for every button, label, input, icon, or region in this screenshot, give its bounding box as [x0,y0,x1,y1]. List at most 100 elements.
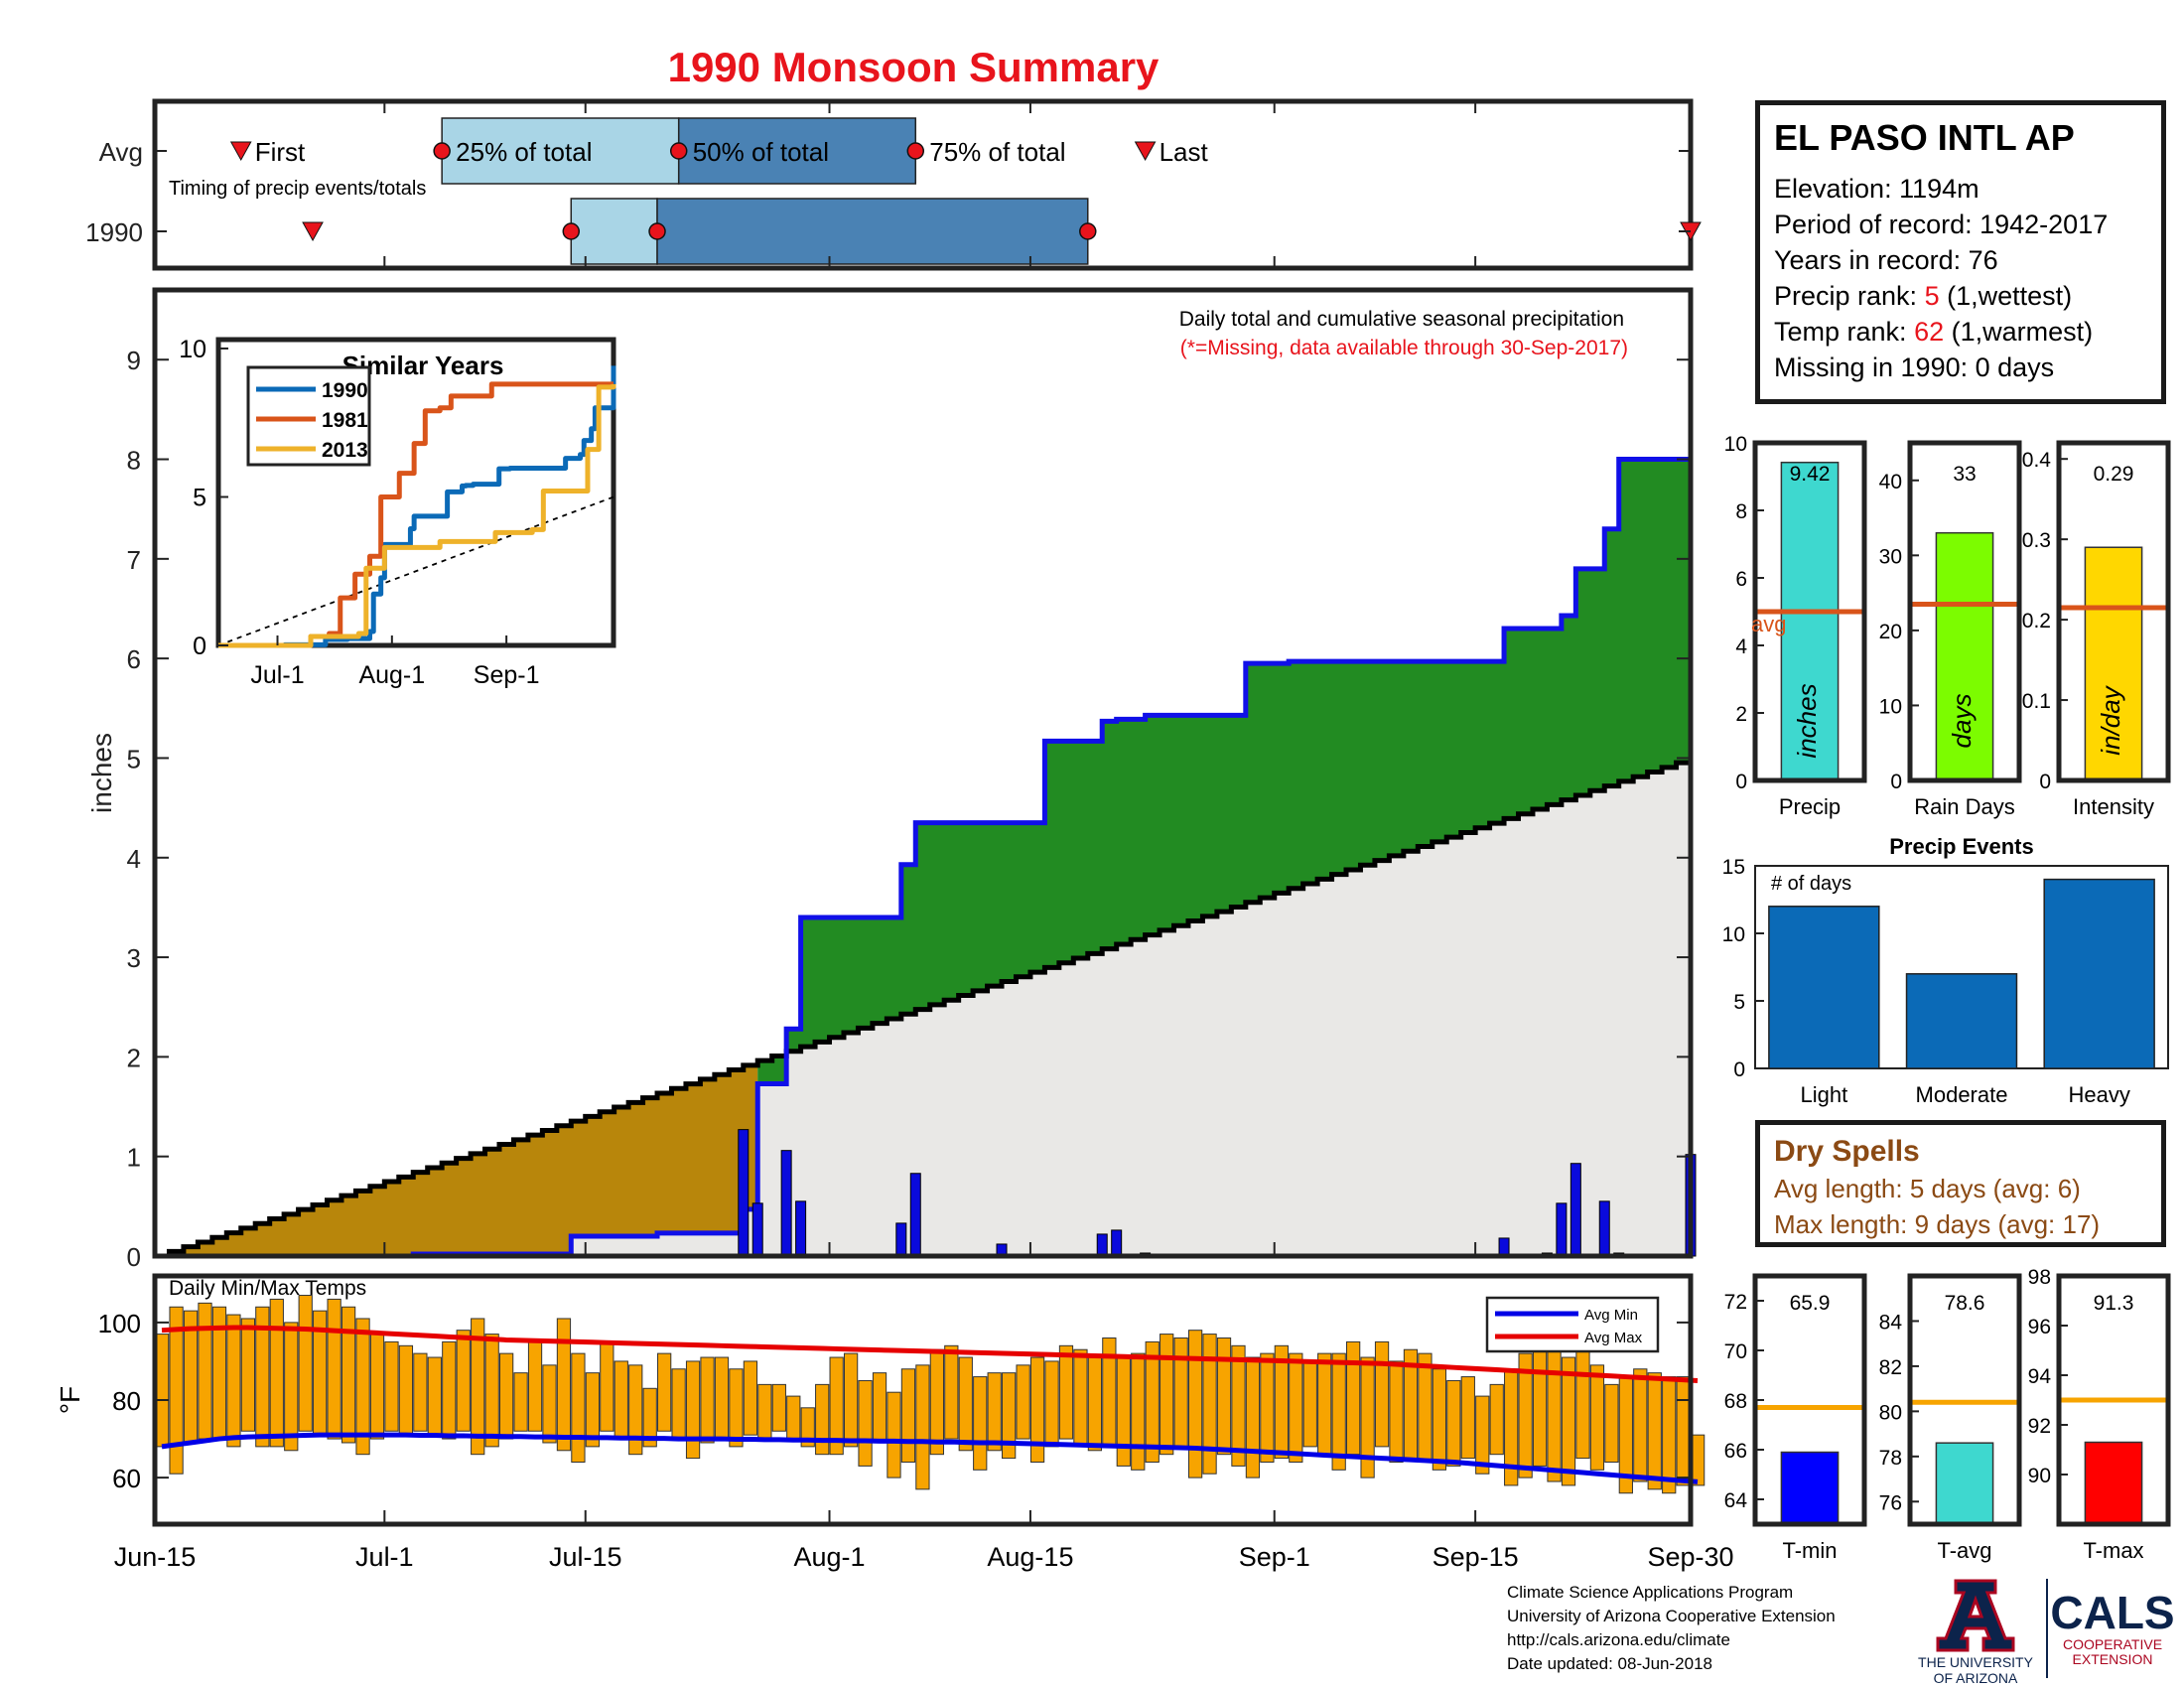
daily-temp-range-bar [1662,1376,1677,1494]
daily-temp-range-bar [843,1352,859,1448]
temp-rank-value: 62 [1914,317,1945,347]
y-tick-label: 78 [1879,1447,1902,1470]
timing-marker-p50 [669,142,688,160]
events-title: Precip Events [1889,834,2034,859]
daily-temp-range-bar [1360,1356,1375,1478]
inset-line-2013 [218,383,616,648]
daily-temp-range-bar [413,1352,428,1432]
timing-box-25-50 [570,198,658,265]
value-bar [1780,1451,1840,1525]
daily-temp-range-bar [355,1318,370,1456]
daily-temp-range-bar [657,1352,672,1432]
daily-temp-range-bar [1016,1364,1030,1440]
y-tick-label: 5 [127,744,141,774]
value-label: 78.6 [1945,1292,1985,1315]
daily-precip-bar [1498,1237,1510,1257]
daily-temp-range-bar [1647,1372,1662,1490]
elevation-value: 1194m [1899,174,1979,204]
y-tick-label: 6 [127,644,141,674]
daily-temp-range-bar [471,1318,485,1456]
category-label: Precip [1779,794,1841,819]
daily-temp-range-bar [341,1306,356,1444]
inset-x-tick-label: Sep-1 [474,661,540,689]
events-category-label: Light [1800,1082,1847,1107]
daily-temp-range-bar [1131,1352,1146,1471]
temps-y-tick-label: 100 [98,1309,141,1338]
x-tick-label: Sep-15 [1433,1542,1519,1572]
inset-y-tick-label: 0 [193,633,206,660]
y-tick-label: 0 [2039,771,2051,793]
daily-temp-range-bar [1317,1352,1332,1456]
value-label: 33 [1953,463,1976,486]
cals-logo-sub-1: COOPERATIVE [2063,1636,2162,1652]
daily-temp-range-bar [1331,1352,1346,1471]
inset-legend-label: 1981 [322,409,368,432]
y-tick-label: 82 [1879,1356,1902,1379]
x-tick-label: Jul-15 [549,1542,622,1572]
daily-precip-bar [751,1202,763,1257]
y-tick-label: 96 [2028,1316,2051,1338]
cumulative-precip-chart: 0 1 2 3 4 5 6 7 8 9 inches Daily total and cumulati… [86,287,1697,1272]
panel-frame [1907,440,2022,783]
y-tick-label: 40 [1879,471,1902,493]
daily-temp-range-bar [484,1334,499,1448]
daily-temp-range-bar [1346,1340,1361,1456]
y-tick-label: 6 [1735,568,1747,591]
y-tick-label: 4 [127,844,141,874]
y-tick-label: 20 [1879,621,1902,643]
footer-program: Climate Science Applications Program [1507,1583,1794,1602]
timing-row-label: Avg [99,137,143,167]
dry-spells-max: Max length: 9 days (avg: 17) [1774,1209,2101,1239]
daily-temp-range-bar [513,1372,528,1432]
timing-label-last: Last [1160,137,1209,167]
daily-temp-range-bar [887,1391,901,1478]
daily-temp-range-bar [1432,1368,1447,1471]
daily-precip-bar [1598,1200,1610,1257]
daily-precip-bar [1556,1202,1568,1257]
y-tick-label: 90 [2028,1465,2051,1487]
plot-frame [152,287,1694,1259]
daily-temp-range-bar [685,1360,701,1460]
daily-temp-range-bar [542,1364,557,1444]
station-name: EL PASO INTL AP [1774,117,2075,158]
footer-url[interactable]: http://cals.arizona.edu/climate [1507,1630,1730,1649]
daily-temp-range-bar [1173,1337,1188,1448]
daily-temp-range-bar [1160,1334,1174,1456]
daily-temp-range-bar [628,1364,643,1456]
avg-min-line [161,1432,1699,1484]
inset-legend-label: 2013 [322,439,368,462]
precip-rank-value: 5 [1924,281,1940,311]
daily-precip-bar [780,1150,792,1257]
timing-box-25-50 [441,117,680,185]
ua-logo-text-2: OF ARIZONA [1934,1670,2018,1686]
y-tick-label: 2 [1735,703,1747,726]
temps-y-axis-label: °F [55,1386,85,1414]
daily-temp-range-bar [872,1372,887,1444]
daily-temp-range-bar [958,1356,973,1452]
events-y-tick-label: 10 [1722,923,1745,946]
y-tick-label: 98 [2028,1266,2051,1289]
timing-label-25: 25% of total [456,137,592,167]
surplus-area [757,318,1691,1084]
daily-temp-range-bar [1460,1376,1475,1460]
temps-y-tick-label: 60 [112,1464,141,1493]
daily-temp-range-bar [600,1340,614,1432]
daily-temp-range-bar [614,1360,628,1440]
events-y-tick-label: 5 [1733,991,1745,1014]
daily-temp-range-bar [1547,1344,1562,1482]
daily-temp-range-bar [456,1330,471,1432]
temp-rank-row: Temp rank: 62 (1,warmest) [1774,317,2094,347]
daily-temp-range-bar [1029,1356,1045,1463]
daily-precip-bar [795,1200,807,1257]
daily-temp-range-bar [442,1340,457,1440]
category-label: Rain Days [1914,794,2014,819]
daily-temp-range-bar [1489,1383,1504,1456]
daily-temp-range-bar [1216,1337,1232,1456]
daily-temp-range-bar [298,1295,313,1432]
timing-marker-p25 [433,142,451,160]
years-value: 76 [1968,245,1998,275]
daily-temp-range-bar [226,1314,241,1448]
timing-marker-p25 [562,222,581,240]
inset-legend-label: 1990 [322,379,368,402]
daily-temp-range-bar [1073,1348,1088,1448]
